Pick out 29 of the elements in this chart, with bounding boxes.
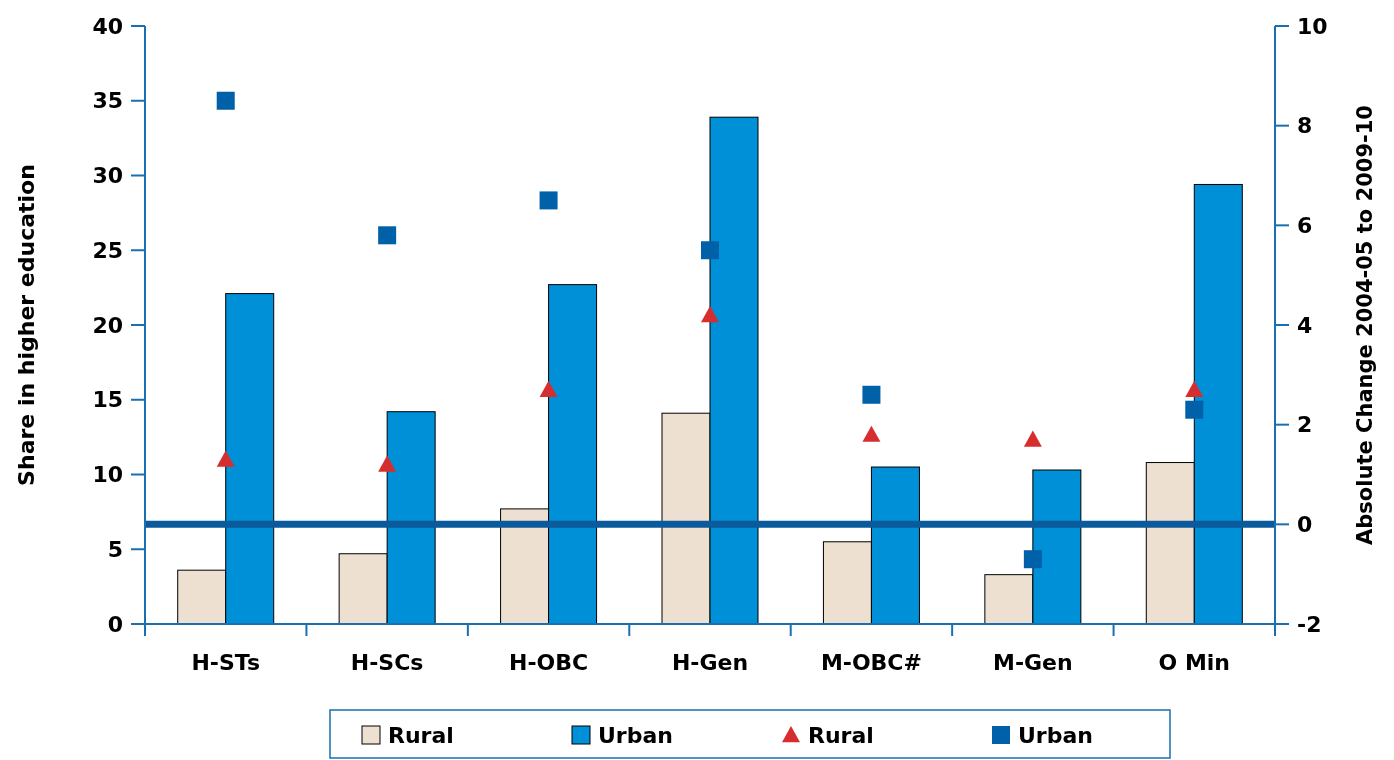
y-tick-label: 30	[92, 163, 123, 189]
y-tick-label: 35	[92, 88, 123, 114]
y-tick-label: 20	[92, 312, 123, 338]
legend-label: Urban	[598, 722, 673, 748]
x-tick-label: O Min	[1158, 650, 1231, 675]
legend-label: Urban	[1018, 722, 1093, 748]
y-tick-label: 10	[92, 462, 123, 488]
y-axis-title: Share in higher education	[14, 164, 39, 486]
y2-tick-label: 10	[1297, 13, 1328, 39]
x-tick-label: H-OBC	[508, 650, 589, 675]
x-tick-label: M-OBC#	[820, 650, 922, 675]
x-tick-label: H-Gen	[671, 650, 749, 675]
x-tick-label: H-SCs	[350, 650, 424, 675]
y-tick-label: 0	[107, 611, 123, 637]
x-tick-label: M-Gen	[993, 650, 1073, 675]
legend-label: Rural	[388, 722, 454, 748]
y-tick-label: 5	[107, 536, 123, 562]
y2-tick-label: 8	[1297, 113, 1313, 139]
x-tick-label: H-STs	[191, 650, 260, 675]
legend-label: Rural	[808, 722, 874, 748]
y2-tick-label: 0	[1297, 512, 1313, 538]
y2-tick-label: -2	[1297, 611, 1322, 637]
y-tick-label: 40	[92, 13, 123, 39]
y-tick-label: 15	[92, 387, 123, 413]
y2-tick-label: 6	[1297, 213, 1313, 239]
y2-axis-title: Absolute Change 2004-05 to 2009-10	[1353, 105, 1377, 545]
y2-tick-label: 4	[1297, 312, 1313, 338]
y-tick-label: 25	[92, 237, 123, 263]
y2-tick-label: 2	[1297, 412, 1313, 438]
